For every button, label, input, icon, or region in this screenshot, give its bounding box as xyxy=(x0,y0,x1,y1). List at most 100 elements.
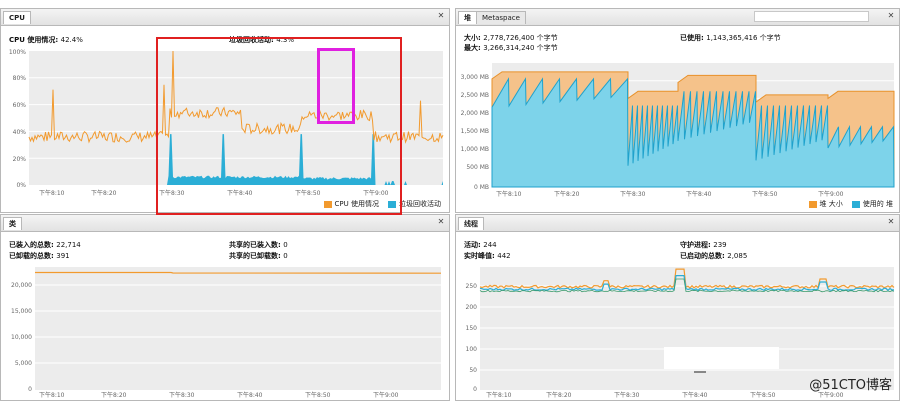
peak-threads-label: 实时峰值: xyxy=(464,252,495,260)
y-tick: 0 xyxy=(28,386,32,393)
x-tick: 下午8:10 xyxy=(39,391,65,399)
cpu-y-ticks: 100% 80% 60% 40% 20% 0% xyxy=(9,49,26,189)
loaded-total-info: 已装入的总数: 22,714 xyxy=(9,240,81,250)
x-tick: 下午8:30 xyxy=(620,190,646,198)
classes-chart: 20,000 15,000 10,000 5,000 0 下午8:10 下午8:… xyxy=(11,267,442,399)
started-threads-info: 已启动的总数: 2,085 xyxy=(680,251,747,261)
tab-cpu[interactable]: CPU xyxy=(3,11,31,24)
tab-classes[interactable]: 类 xyxy=(3,217,22,230)
close-icon[interactable]: ✕ xyxy=(887,11,895,20)
y-tick: 10,000 xyxy=(11,334,32,341)
x-tick: 下午9:00 xyxy=(818,391,844,399)
legend-swatch-heap-size xyxy=(808,200,817,208)
daemon-threads-info: 守护进程: 239 xyxy=(680,240,727,250)
x-tick: 下午8:30 xyxy=(614,391,640,399)
y-tick: 60% xyxy=(13,102,27,109)
y-tick: 20% xyxy=(13,156,27,163)
shared-unloaded-value: 0 xyxy=(283,252,288,260)
unloaded-total-label: 已卸载的总数: xyxy=(9,252,54,260)
x-tick: 下午8:20 xyxy=(546,391,572,399)
tab-heap[interactable]: 堆 xyxy=(458,11,477,24)
heap-chart: 3,000 MB 2,500 MB 2,000 MB 1,500 MB 1,00… xyxy=(461,63,895,198)
y-tick: 1,000 MB xyxy=(461,146,489,153)
peak-threads-value: 442 xyxy=(497,252,511,260)
shared-unloaded-info: 共享的已卸载数: 0 xyxy=(229,251,288,261)
y-tick: 5,000 xyxy=(15,360,32,367)
tab-metaspace[interactable]: Metaspace xyxy=(476,11,526,24)
x-tick: 下午8:20 xyxy=(101,391,127,399)
x-tick: 下午8:20 xyxy=(554,190,580,198)
classes-loaded-series xyxy=(35,271,442,274)
heap-max-label: 最大: xyxy=(464,44,481,52)
legend-gc-label: 垃圾回收活动 xyxy=(399,200,441,208)
cpu-tabbar: CPU ✕ xyxy=(1,9,449,26)
threads-panel: 线程 ✕ 活动: 244 实时峰值: 442 守护进程: 239 已启动的总数:… xyxy=(455,214,900,401)
threads-x-ticks: 下午8:10 下午8:20 下午8:30 下午8:40 下午8:50 下午9:0… xyxy=(486,391,844,399)
cpu-usage-series xyxy=(28,50,444,144)
legend-cpu-label: CPU 使用情况 xyxy=(334,200,379,208)
x-tick: 下午9:00 xyxy=(363,189,389,197)
y-tick: 150 xyxy=(466,325,478,332)
started-threads-value: 2,085 xyxy=(727,252,748,260)
x-tick: 下午9:00 xyxy=(373,391,399,399)
y-tick: 20,000 xyxy=(11,282,32,289)
cpu-chart: 100% 80% 60% 40% 20% 0% 下午8:10 下午8:20 下午… xyxy=(9,49,444,197)
y-tick: 3,000 MB xyxy=(461,74,489,81)
x-tick: 下午8:50 xyxy=(752,190,778,198)
close-icon[interactable]: ✕ xyxy=(437,217,445,226)
legend-swatch-gc xyxy=(388,200,396,208)
heap-legend: 堆 大小 使用的 堆 xyxy=(808,199,893,209)
y-tick: 1,500 MB xyxy=(461,128,489,135)
cpu-x-ticks: 下午8:10 下午8:20 下午8:30 下午8:40 下午8:50 下午9:0… xyxy=(39,189,389,197)
cpu-usage-info: CPU 使用情况: 42.4% xyxy=(9,35,83,45)
unloaded-total-value: 391 xyxy=(56,252,70,260)
shared-unloaded-label: 共享的已卸载数: xyxy=(229,252,281,260)
watermark: @51CTO博客 xyxy=(809,378,892,393)
classes-grid xyxy=(35,284,441,364)
threads-live-series xyxy=(479,275,894,292)
y-tick: 15,000 xyxy=(11,308,32,315)
daemon-threads-value: 239 xyxy=(713,241,727,249)
magenta-annotation-box xyxy=(317,48,355,124)
y-tick: 80% xyxy=(13,75,27,82)
threads-peak-series xyxy=(479,268,895,289)
legend-swatch-heap-used xyxy=(851,200,860,208)
daemon-threads-label: 守护进程: xyxy=(680,241,711,249)
tab-threads[interactable]: 线程 xyxy=(458,217,484,230)
y-tick: 0 xyxy=(473,386,477,393)
live-threads-info: 活动: 244 xyxy=(464,240,497,250)
unloaded-total-info: 已卸载的总数: 391 xyxy=(9,251,70,261)
heap-selector[interactable] xyxy=(754,11,869,22)
y-tick: 250 xyxy=(466,283,478,290)
close-icon[interactable]: ✕ xyxy=(437,11,445,20)
y-tick: 500 MB xyxy=(466,164,489,171)
x-tick: 下午8:30 xyxy=(159,189,185,197)
heap-y-ticks: 3,000 MB 2,500 MB 2,000 MB 1,500 MB 1,00… xyxy=(461,74,489,191)
y-tick: 2,500 MB xyxy=(461,92,489,99)
shared-loaded-label: 共享的已装入数: xyxy=(229,241,281,249)
shared-loaded-info: 共享的已装入数: 0 xyxy=(229,240,288,250)
close-icon[interactable]: ✕ xyxy=(887,217,895,226)
heap-max-value: 3,266,314,240 个字节 xyxy=(483,44,558,52)
live-threads-value: 244 xyxy=(483,241,497,249)
heap-max-info: 最大: 3,266,314,240 个字节 xyxy=(464,43,558,53)
x-tick: 下午8:30 xyxy=(169,391,195,399)
y-tick: 200 xyxy=(466,304,478,311)
x-tick: 下午8:40 xyxy=(686,190,712,198)
loaded-total-label: 已装入的总数: xyxy=(9,241,54,249)
live-threads-label: 活动: xyxy=(464,241,481,249)
x-tick: 下午8:10 xyxy=(39,189,65,197)
threads-overlay-blank xyxy=(664,347,779,369)
gc-activity-value: 4.3% xyxy=(276,36,295,44)
heap-used-label: 已使用: xyxy=(680,34,704,42)
classes-y-ticks: 20,000 15,000 10,000 5,000 0 xyxy=(11,282,32,393)
y-tick: 100% xyxy=(9,49,26,56)
x-tick: 下午8:10 xyxy=(496,190,522,198)
loaded-total-value: 22,714 xyxy=(56,241,81,249)
legend-heap-used-label: 使用的 堆 xyxy=(862,200,893,208)
heap-size-value: 2,778,726,400 个字节 xyxy=(483,34,558,42)
x-tick: 下午8:10 xyxy=(486,391,512,399)
x-tick: 下午8:20 xyxy=(91,189,117,197)
cpu-legend: CPU 使用情况 垃圾回收活动 xyxy=(323,199,441,209)
peak-threads-info: 实时峰值: 442 xyxy=(464,251,511,261)
